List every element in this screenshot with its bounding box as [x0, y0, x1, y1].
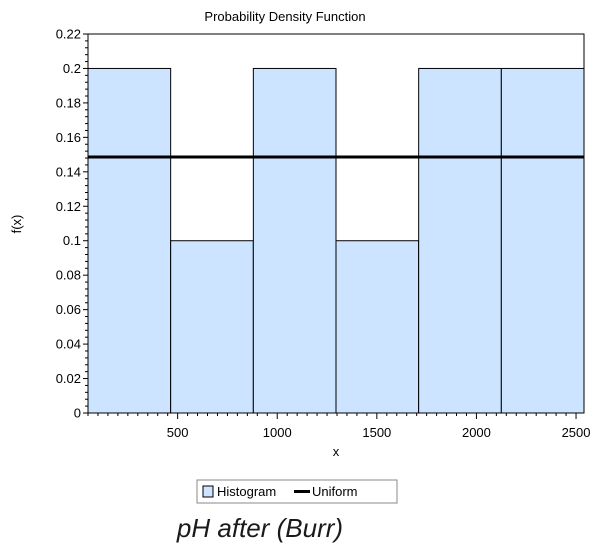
x-tick-label-1: 1000	[263, 425, 292, 440]
legend: Histogram Uniform	[196, 479, 398, 504]
x-axis-label: x	[333, 444, 340, 459]
y-tick-label-0: 0	[74, 406, 81, 421]
legend-histogram-swatch	[202, 485, 214, 498]
x-tick-label-0: 500	[167, 425, 189, 440]
y-tick-label-10: 0.2	[63, 61, 81, 76]
histogram-bar-0	[87, 67, 172, 414]
figure-caption: pH after (Burr)	[176, 513, 344, 543]
x-tick-label-2: 1500	[362, 425, 391, 440]
y-tick-label-3: 0.06	[56, 302, 81, 317]
y-tick-label-5: 0.1	[63, 233, 81, 248]
y-tick-label-1: 0.02	[56, 371, 81, 386]
histogram-bars	[87, 67, 585, 414]
y-axis-label: f(x)	[9, 215, 24, 234]
histogram-bar-4	[418, 67, 502, 414]
legend-uniform-label: Uniform	[312, 484, 358, 499]
histogram-bar-2	[252, 67, 337, 414]
plot-frame	[87, 33, 585, 414]
y-tick-label-9: 0.18	[56, 95, 81, 110]
y-tick-label-2: 0.04	[56, 337, 81, 352]
y-tick-label-6: 0.12	[56, 199, 81, 214]
y-tick-label-11: 0.22	[56, 27, 81, 42]
y-tick-label-8: 0.16	[56, 130, 81, 145]
chart-title: Probability Density Function	[204, 9, 365, 24]
histogram-bar-3	[335, 240, 420, 414]
legend-histogram-label: Histogram	[217, 484, 276, 499]
y-tick-label-4: 0.08	[56, 268, 81, 283]
y-axis: 0 0.02 0.04 0.06 0.08 0.1 0.12 0.14 0.16 0.18 0.2 0…	[56, 27, 88, 421]
histogram-bar-1	[170, 240, 254, 414]
x-tick-label-3: 2000	[462, 425, 491, 440]
histogram-bar-5	[500, 67, 585, 414]
x-tick-label-4: 2500	[562, 425, 591, 440]
x-axis: 500 1000 1500 2000 2500	[87, 413, 591, 440]
y-tick-label-7: 0.14	[56, 164, 81, 179]
